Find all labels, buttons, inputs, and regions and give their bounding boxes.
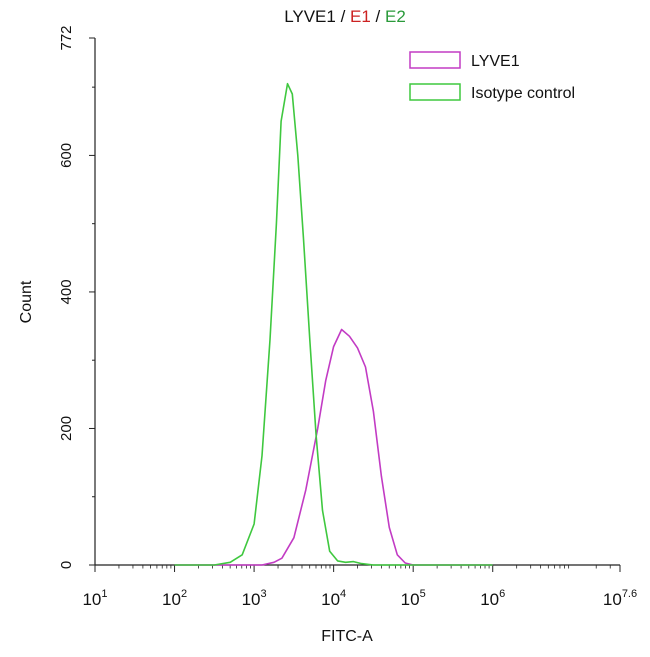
title-part-0: LYVE1 (284, 7, 336, 26)
x-tick-label: 102 (162, 588, 187, 609)
x-tick-label: 101 (82, 588, 107, 609)
x-tick-label: 105 (401, 588, 426, 609)
y-tick-label: 0 (58, 561, 75, 569)
legend-swatch (409, 51, 461, 69)
legend-swatch (409, 83, 461, 101)
legend-label: Isotype control (471, 85, 575, 102)
series-line-isotype-control (174, 82, 493, 566)
title-part-1: / (336, 7, 350, 26)
x-tick-label: 104 (321, 588, 346, 609)
x-tick-label: 107.6 (603, 588, 637, 609)
y-tick-label: 200 (58, 416, 75, 441)
title-part-2: E1 (350, 7, 371, 26)
y-tick-label: 600 (58, 143, 75, 168)
x-tick-label: 106 (480, 588, 505, 609)
y-tick-label: 400 (58, 279, 75, 304)
title-part-4: E2 (385, 7, 406, 26)
legend-label: LYVE1 (471, 53, 520, 70)
plot-area: 0 200 400 600 772 101 102 103 104 105 106 107.6 (58, 25, 637, 609)
y-axis-label: Count (18, 280, 35, 323)
title-part-3: / (371, 7, 385, 26)
y-tick-label: 772 (58, 25, 75, 50)
legend: LYVE1 Isotype control (409, 51, 575, 102)
x-axis-label: FITC-A (321, 628, 373, 645)
series-line-lyve1 (174, 328, 493, 566)
x-tick-label: 103 (242, 588, 267, 609)
chart-title: LYVE1 / E1 / E2 (284, 7, 406, 26)
